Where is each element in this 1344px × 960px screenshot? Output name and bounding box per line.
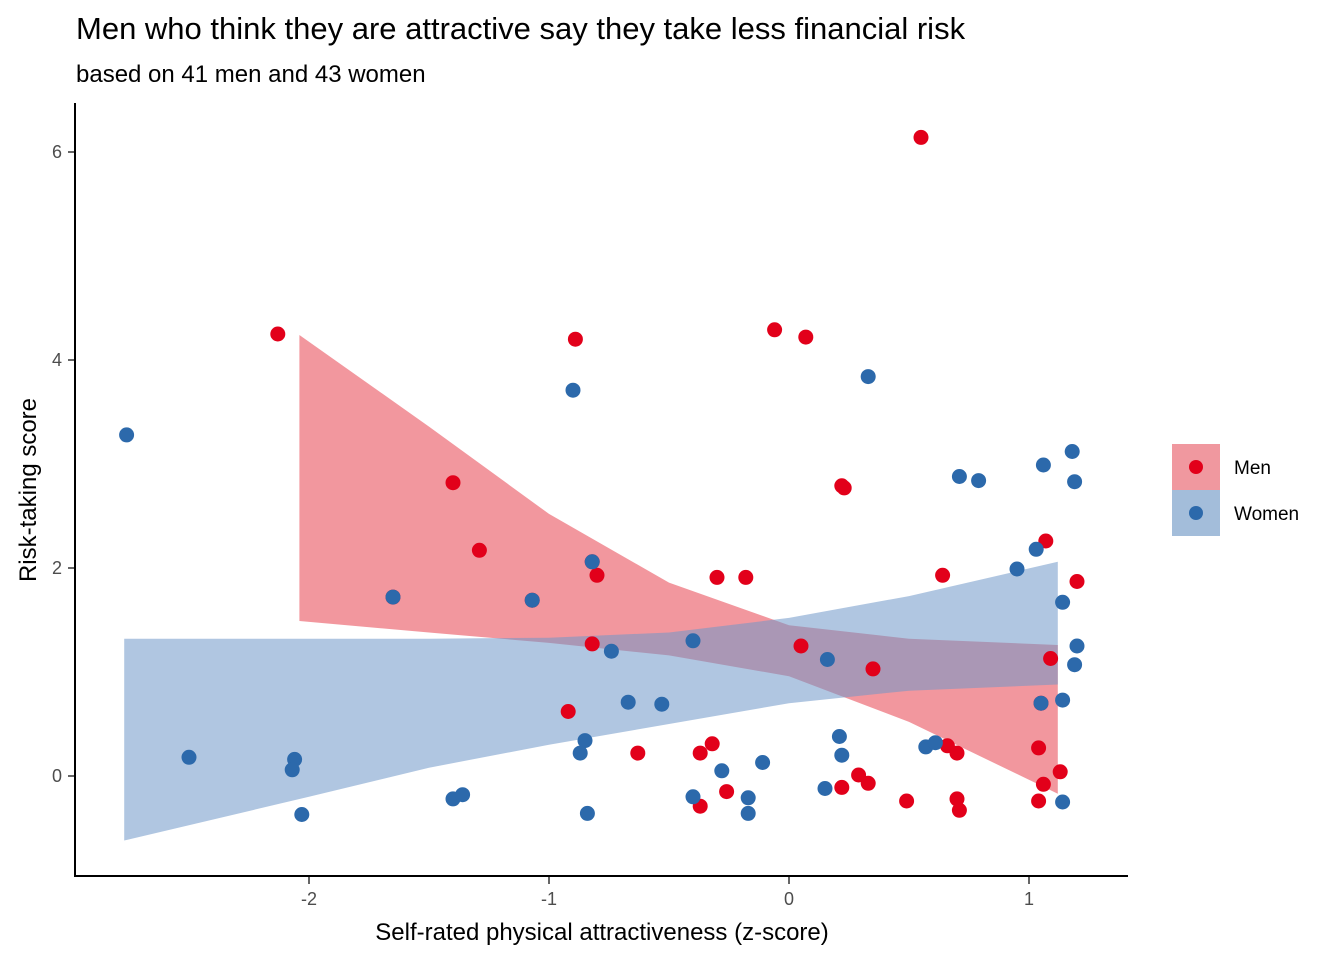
point-women [685, 633, 701, 649]
point-men [567, 331, 583, 347]
point-women [584, 554, 600, 570]
point-men [1035, 776, 1051, 792]
point-men [836, 480, 852, 496]
x-tick-label: 1 [1024, 889, 1034, 909]
point-men [1069, 574, 1085, 589]
point-men [793, 638, 809, 654]
confidence-bands [124, 335, 1058, 841]
point-men [584, 636, 600, 652]
point-men [949, 791, 965, 807]
point-women [1028, 541, 1044, 557]
point-women [1035, 457, 1051, 473]
x-tick-label: -1 [541, 889, 557, 909]
point-women [1055, 594, 1071, 610]
legend-label-men: Men [1234, 458, 1271, 479]
point-men [865, 661, 881, 677]
point-women [385, 589, 401, 605]
point-women [1055, 692, 1071, 708]
x-tick-label: -2 [301, 889, 317, 909]
legend: Men Women [1172, 444, 1299, 536]
point-men [949, 745, 965, 761]
point-men [1031, 793, 1047, 809]
y-tick-label: 2 [52, 558, 62, 578]
point-men [935, 567, 951, 583]
point-women [1064, 444, 1080, 459]
legend-key-men-point [1189, 460, 1203, 474]
point-men [913, 129, 929, 145]
point-women [455, 787, 471, 803]
point-women [603, 643, 619, 659]
point-women [579, 805, 595, 821]
point-men [738, 569, 754, 585]
point-men [798, 329, 814, 345]
point-women [572, 745, 588, 761]
point-men [709, 569, 725, 585]
point-women [577, 733, 593, 749]
y-axis-title: Risk-taking score [15, 398, 42, 582]
point-women [565, 382, 581, 398]
point-men [834, 779, 850, 795]
point-women [755, 755, 771, 770]
point-men [630, 745, 646, 761]
legend-label-women: Women [1234, 504, 1299, 525]
chart-subtitle: based on 41 men and 43 women [76, 61, 426, 88]
point-women [819, 652, 835, 667]
point-men [860, 775, 876, 791]
point-women [294, 807, 310, 822]
y-tick-label: 0 [52, 766, 62, 786]
point-women [834, 747, 850, 763]
point-women [740, 805, 756, 821]
point-women [1069, 638, 1085, 654]
y-axis-ticks: 0 2 4 6 [52, 142, 74, 786]
point-women [654, 696, 670, 712]
chart-title: Men who think they are attractive say th… [76, 11, 966, 46]
y-tick-label: 4 [52, 350, 62, 370]
point-women [1067, 657, 1083, 673]
point-men [445, 475, 461, 491]
point-women [181, 749, 197, 765]
point-women [119, 427, 135, 443]
confidence-band-women [124, 561, 1058, 841]
point-women [1033, 695, 1049, 711]
point-men [1052, 764, 1068, 780]
point-women [685, 789, 701, 805]
point-women [524, 592, 540, 608]
point-women [831, 729, 847, 744]
point-men [899, 793, 915, 809]
legend-key-women-point [1189, 506, 1203, 520]
point-men [692, 745, 708, 761]
point-men [704, 736, 720, 752]
point-men [719, 784, 735, 800]
point-women [620, 694, 636, 710]
point-men [1031, 740, 1047, 756]
data-points [119, 129, 1085, 822]
point-men [471, 542, 487, 558]
x-tick-label: 0 [784, 889, 794, 909]
point-women [1009, 561, 1025, 577]
point-women [927, 735, 943, 751]
point-men [1043, 651, 1059, 666]
point-women [951, 469, 967, 484]
point-men [589, 567, 605, 583]
point-men [767, 322, 783, 338]
point-women [714, 763, 730, 779]
point-men [270, 326, 286, 342]
point-women [971, 473, 987, 489]
point-men [560, 704, 576, 719]
point-women [284, 762, 300, 778]
point-women [740, 790, 756, 806]
y-tick-label: 6 [52, 142, 62, 162]
point-women [817, 781, 833, 796]
point-women [860, 369, 876, 385]
x-axis-ticks: -2 -1 0 1 [301, 877, 1034, 909]
x-axis-title: Self-rated physical attractiveness (z-sc… [375, 919, 829, 946]
point-women [1055, 794, 1071, 810]
point-men [951, 802, 967, 818]
point-women [1067, 474, 1083, 490]
